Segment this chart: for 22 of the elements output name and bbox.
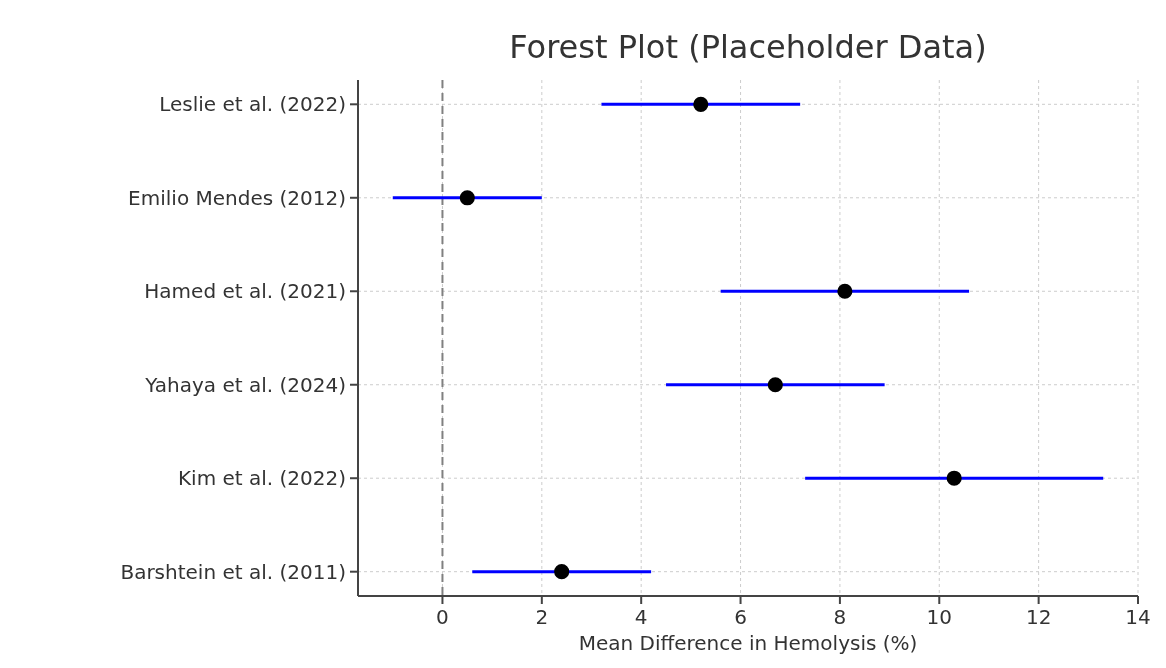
y-tick-label: Yahaya et al. (2024)	[144, 372, 346, 397]
chart-title: Forest Plot (Placeholder Data)	[509, 28, 987, 66]
x-tick-label: 4	[634, 605, 648, 629]
y-tick-label: Kim et al. (2022)	[177, 466, 346, 491]
x-tick-label: 8	[833, 605, 847, 629]
y-tick-label: Emilio Mendes (2012)	[128, 185, 346, 210]
x-tick-label: 6	[734, 605, 747, 629]
point	[767, 377, 783, 393]
x-tick-label: 10	[926, 605, 952, 629]
x-tick-label: 2	[535, 605, 549, 629]
point	[554, 564, 570, 580]
x-tick-label: 14	[1125, 605, 1151, 629]
x-tick-label: 12	[1025, 605, 1052, 629]
point	[837, 283, 853, 299]
y-tick-label: Hamed et al. (2021)	[144, 279, 346, 304]
y-tick-label: Leslie et al. (2022)	[159, 92, 346, 117]
point	[459, 190, 475, 206]
x-tick-label: 0	[436, 605, 449, 629]
point	[693, 96, 709, 112]
y-tick-label: Barshtein et al. (2011)	[120, 559, 346, 584]
point	[946, 470, 962, 486]
x-axis-title: Mean Difference in Hemolysis (%)	[578, 631, 918, 655]
